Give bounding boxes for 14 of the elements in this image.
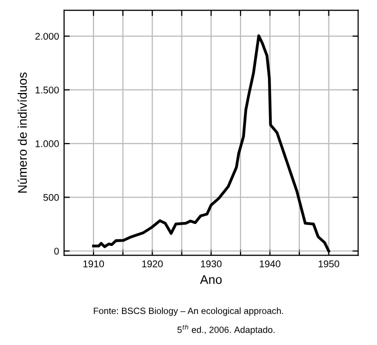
source-note: Fonte: BSCS Biology – An ecological approach.	[94, 307, 284, 316]
y-tick-label: 500	[43, 194, 59, 201]
x-tick-label: 1920	[142, 260, 163, 268]
y-axis-title: Número de indivíduos	[18, 72, 27, 193]
x-tick-label: 1950	[318, 260, 340, 268]
x-tick-label: 1940	[260, 260, 280, 268]
x-axis-title: Ano	[200, 275, 222, 284]
y-tick-label: 0	[54, 248, 59, 255]
x-tick-label: 1910	[83, 260, 104, 268]
text: 5$^{th}$ ed., 2006. Adaptado.	[177, 324, 274, 335]
x-tick-label: 1930	[201, 260, 222, 268]
y-tick-label: 1.500	[36, 86, 59, 94]
y-tick-label: 1.000	[36, 140, 59, 148]
y-tick-label: 2.000	[35, 32, 59, 40]
